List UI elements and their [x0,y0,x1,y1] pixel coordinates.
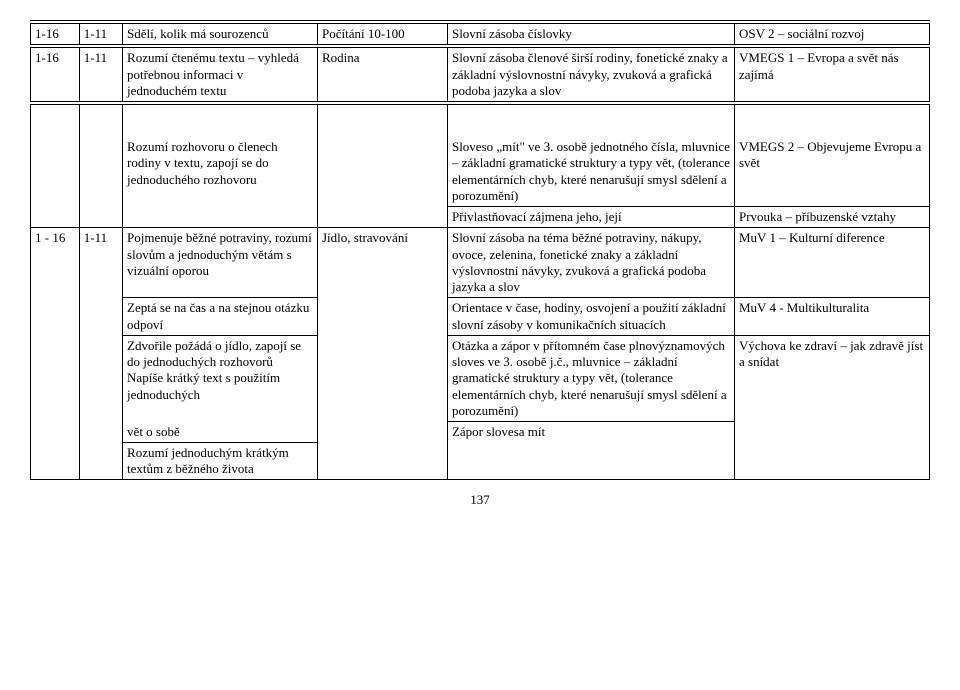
curriculum-table: 1-16 1-11 Sdělí, kolik má sourozenců Poč… [30,20,930,480]
cell: MuV 4 - Multikulturalita [734,298,929,336]
cell: Rozumí jednoduchým krátkým textům z běžn… [123,442,318,480]
cell: 1-11 [79,228,122,480]
cell [79,103,122,228]
cell [123,103,318,137]
cell: 1-16 [31,46,80,103]
cell: Pojmenuje běžné potraviny, rozumí slovům… [123,228,318,298]
cell: Rozumí rozhovoru o členech rodiny v text… [123,137,318,228]
cell: Rozumí čtenému textu – vyhledá potřebnou… [123,46,318,103]
cell: Zdvořile požádá o jídlo, zapojí se do je… [123,335,318,421]
cell: 1-11 [79,22,122,46]
cell: Orientace v čase, hodiny, osvojení a pou… [447,298,734,336]
cell: 1-16 [31,22,80,46]
cell: VMEGS 1 – Evropa a svět nás zajímá [734,46,929,103]
cell: Prvouka – příbuzenské vztahy [734,207,929,228]
page-number: 137 [30,492,930,508]
cell [31,103,80,228]
cell: Rodina [318,46,448,103]
cell [734,103,929,137]
cell: Otázka a zápor v přítomném čase plnovýzn… [447,335,734,421]
cell: Jídlo, stravování [318,228,448,480]
cell: 1-11 [79,46,122,103]
cell: MuV 1 – Kulturní diference [734,228,929,298]
cell: Přivlastňovací zájmena jeho, její [447,207,734,228]
cell: Slovní zásoba členové širší rodiny, fone… [447,46,734,103]
cell: Slovní zásoba číslovky [447,22,734,46]
cell: OSV 2 – sociální rozvoj [734,22,929,46]
cell: Výchova ke zdraví – jak zdravě jíst a sn… [734,335,929,480]
cell [318,103,448,228]
cell: Zeptá se na čas a na stejnou otázku odpo… [123,298,318,336]
cell [447,103,734,137]
cell: vět o sobě [123,422,318,443]
cell: Sdělí, kolik má sourozenců [123,22,318,46]
cell: Zápor slovesa mít [447,422,734,480]
cell: VMEGS 2 – Objevujeme Evropu a svět [734,137,929,207]
cell: Slovní zásoba na téma běžné potraviny, n… [447,228,734,298]
cell: Sloveso „mít" ve 3. osobě jednotného čís… [447,137,734,207]
cell: Počítání 10-100 [318,22,448,46]
cell: 1 - 16 [31,228,80,480]
